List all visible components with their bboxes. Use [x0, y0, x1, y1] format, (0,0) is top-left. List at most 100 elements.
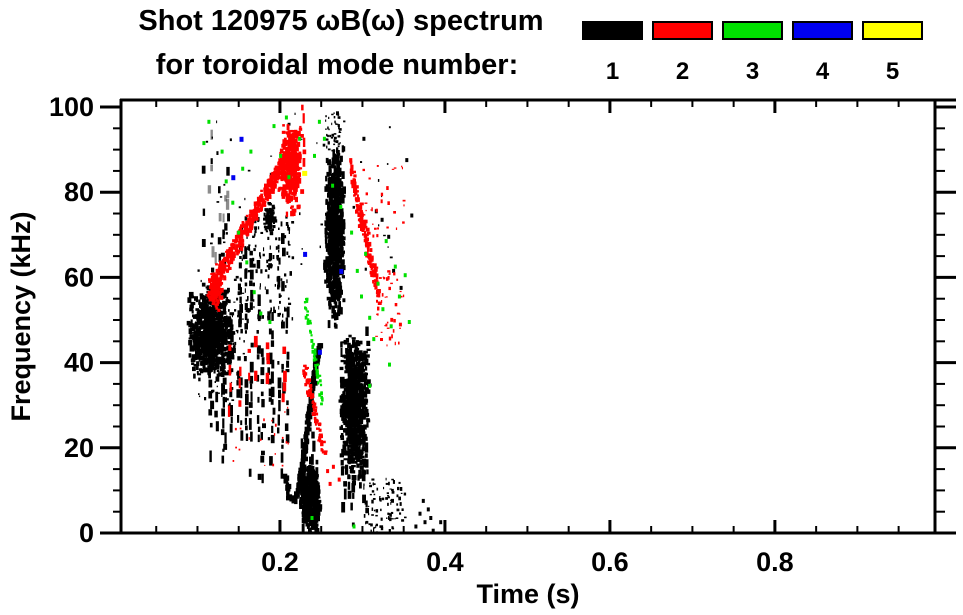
- mark: [388, 286, 391, 291]
- mark: [245, 425, 248, 431]
- mark: [331, 251, 336, 256]
- mark: [256, 415, 260, 424]
- mark: [231, 328, 234, 331]
- mark: [342, 186, 346, 194]
- mark: [282, 184, 286, 190]
- mark: [283, 235, 287, 239]
- mark: [282, 143, 286, 146]
- mark: [202, 308, 205, 310]
- mark: [301, 489, 306, 496]
- mark: [287, 146, 290, 152]
- mark: [385, 497, 388, 500]
- mark: [266, 212, 270, 217]
- mark: [212, 279, 216, 284]
- mark: [359, 204, 363, 210]
- mark: [379, 277, 382, 279]
- mark: [233, 278, 237, 281]
- mark: [376, 281, 380, 286]
- legend-label-mode-5: 5: [885, 58, 900, 85]
- mark: [321, 399, 324, 402]
- mark: [306, 313, 309, 317]
- mark: [268, 263, 272, 269]
- mark: [377, 179, 380, 182]
- mark: [212, 353, 215, 357]
- legend-label-mode-1: 1: [605, 58, 620, 85]
- mark: [297, 130, 301, 137]
- mark: [292, 168, 296, 173]
- mark: [253, 306, 255, 309]
- mark: [212, 274, 216, 278]
- mark: [358, 449, 362, 456]
- mark: [207, 335, 210, 338]
- mark: [337, 252, 341, 260]
- mark: [348, 455, 354, 459]
- mark: [283, 151, 286, 155]
- mark: [313, 353, 316, 357]
- mark: [249, 383, 253, 390]
- mark: [315, 492, 320, 498]
- mark: [362, 352, 367, 357]
- mark: [332, 230, 336, 237]
- mark: [264, 226, 268, 231]
- mark: [386, 517, 388, 519]
- mark: [191, 309, 194, 314]
- mark: [343, 428, 349, 433]
- mark: [250, 431, 253, 442]
- mark: [314, 406, 318, 409]
- mark: [349, 171, 353, 175]
- mark: [207, 308, 211, 311]
- mark: [286, 184, 291, 190]
- mark: [310, 339, 314, 343]
- structure-mode-2-band: [302, 364, 328, 455]
- mark: [307, 465, 312, 475]
- mark: [229, 382, 232, 392]
- mark: [279, 148, 284, 154]
- mark: [208, 312, 212, 316]
- mark: [305, 298, 308, 301]
- mark: [258, 217, 260, 222]
- structure-mode-3-band: [303, 297, 324, 406]
- mark: [352, 339, 356, 345]
- mark: [396, 494, 399, 498]
- mark: [366, 412, 370, 417]
- mark: [381, 307, 385, 312]
- mark: [211, 389, 214, 394]
- mark: [349, 357, 353, 361]
- mark: [393, 319, 396, 323]
- mark: [265, 342, 270, 350]
- mark: [363, 383, 366, 390]
- mark: [339, 205, 343, 209]
- mark: [314, 408, 318, 413]
- mark: [277, 175, 281, 178]
- mark: [285, 215, 288, 219]
- mark: [325, 138, 328, 141]
- mark: [283, 479, 289, 484]
- mark: [243, 356, 247, 362]
- mark: [304, 383, 308, 387]
- mark: [360, 403, 364, 407]
- mark: [311, 412, 316, 416]
- mark: [354, 352, 359, 361]
- mark: [238, 262, 242, 269]
- mark: [259, 286, 261, 290]
- mark: [355, 374, 361, 380]
- mark: [370, 523, 373, 527]
- mark: [350, 363, 353, 369]
- mark: [294, 132, 298, 139]
- mark: [337, 143, 341, 145]
- mark: [234, 341, 237, 346]
- mark: [285, 441, 288, 444]
- mark: [304, 372, 307, 377]
- mark: [293, 194, 296, 200]
- mark: [207, 185, 212, 194]
- mark: [352, 392, 358, 399]
- mark: [325, 243, 328, 248]
- mark: [388, 481, 390, 486]
- mark: [293, 138, 298, 143]
- mark: [269, 215, 273, 219]
- mark: [208, 280, 211, 283]
- mark: [211, 343, 216, 348]
- mark: [202, 208, 206, 216]
- mark: [334, 273, 337, 281]
- mark: [351, 483, 356, 493]
